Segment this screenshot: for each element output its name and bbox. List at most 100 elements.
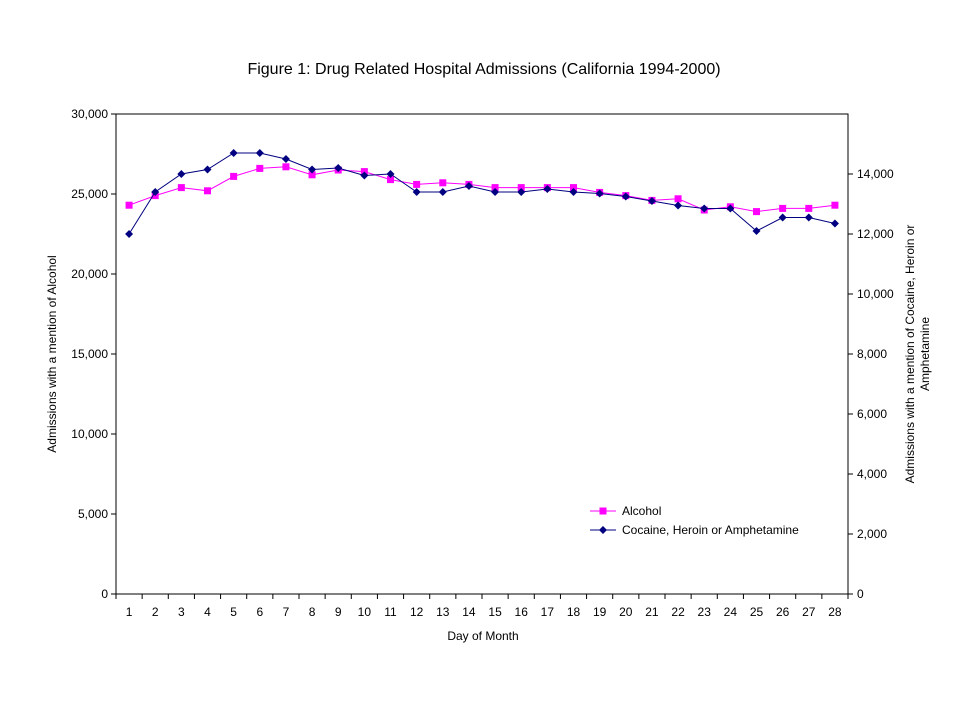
x-tick-label: 8 [309,605,316,619]
y-left-tick-label: 10,000 [71,427,108,441]
series-group [125,149,839,238]
x-tick-label: 15 [488,605,502,619]
y-axis-left-title: Admissions with a mention of Alcohol [45,255,59,452]
x-axis: 1 2 3 4 5 6 7 8 9 10 11 12 13 14 15 16 17 18 19 20 21 22 23 24 2… [115,594,849,619]
y-axis-right-title-line1: Admissions with a mention of Cocaine, He… [903,225,917,484]
data-point-cocaine-heroin-amphetamine [569,188,578,196]
data-point-alcohol [125,201,133,209]
y-left-tick-label: 25,000 [71,187,108,201]
legend-marker-alcohol [599,507,607,515]
data-point-cocaine-heroin-amphetamine [752,227,761,235]
legend-marker-cocaine-heroin-amphetamine [599,526,607,534]
x-tick-label: 21 [645,605,659,619]
x-tick-label: 10 [358,605,372,619]
y-left-tick-label: 5,000 [78,507,108,521]
data-point-cocaine-heroin-amphetamine [778,213,787,222]
data-point-alcohol [387,176,394,184]
y-right-tick-label: 6,000 [857,407,887,421]
data-point-alcohol [282,163,290,171]
data-point-cocaine-heroin-amphetamine [281,155,290,163]
data-point-alcohol [570,184,577,192]
x-tick-label: 28 [828,605,842,619]
data-point-cocaine-heroin-amphetamine [151,188,160,196]
x-axis-title: Day of Month [447,629,518,643]
legend: Alcohol Cocaine, Heroin or Amphetamine [590,504,799,537]
x-tick-label: 19 [593,605,607,619]
x-tick-label: 12 [410,605,424,619]
data-point-alcohol [177,184,185,192]
data-point-cocaine-heroin-amphetamine [255,149,264,157]
x-tick-label: 1 [126,605,133,619]
y-right-tick-label: 2,000 [857,527,887,541]
chart-title: Figure 1: Drug Related Hospital Admissio… [247,61,720,78]
data-point-alcohol [517,184,525,192]
data-point-alcohol [831,201,839,209]
x-tick-label: 4 [204,605,211,619]
right-axis: 0 2,000 4,000 6,000 8,000 10,000 12,000 14,000 [848,167,894,601]
x-tick-label: 18 [567,605,581,619]
data-point-cocaine-heroin-amphetamine [491,188,500,196]
y-right-tick-label: 12,000 [857,227,894,241]
data-point-alcohol [439,179,447,187]
x-tick-label: 5 [230,605,237,619]
data-point-cocaine-heroin-amphetamine [726,204,735,213]
data-point-cocaine-heroin-amphetamine [412,188,421,196]
y-left-tick-label: 0 [101,587,108,601]
data-point-cocaine-heroin-amphetamine [595,189,604,198]
data-point-cocaine-heroin-amphetamine [177,170,186,178]
data-point-alcohol [204,187,211,195]
y-right-tick-label: 14,000 [857,167,894,181]
x-tick-label: 24 [724,605,738,619]
x-tick-label: 17 [541,605,555,619]
y-left-tick-label: 30,000 [71,107,108,121]
y-right-tick-label: 0 [857,587,864,601]
data-point-cocaine-heroin-amphetamine [464,182,473,190]
data-point-alcohol [491,184,499,192]
y-left-tick-label: 20,000 [71,267,108,281]
x-tick-label: 25 [750,605,764,619]
x-tick-label: 9 [335,605,342,619]
data-point-alcohol [805,204,813,212]
data-point-cocaine-heroin-amphetamine [621,192,630,201]
x-tick-label: 22 [671,605,685,619]
x-tick-label: 14 [462,605,476,619]
data-point-alcohol [413,180,421,188]
data-point-cocaine-heroin-amphetamine [334,164,343,172]
y-axis-right-title-line2: Amphetamine [918,317,932,391]
x-tick-label: 27 [802,605,816,619]
x-tick-label: 20 [619,605,633,619]
data-point-cocaine-heroin-amphetamine [229,149,238,157]
data-point-cocaine-heroin-amphetamine [125,230,134,238]
data-point-cocaine-heroin-amphetamine [386,170,395,178]
y-right-tick-label: 8,000 [857,347,887,361]
data-point-cocaine-heroin-amphetamine [804,213,813,222]
x-tick-label: 16 [515,605,529,619]
y-right-tick-label: 4,000 [857,467,887,481]
y-right-tick-label: 10,000 [857,287,894,301]
data-point-alcohol [230,172,238,180]
data-point-alcohol [779,204,787,212]
left-axis: 0 5,000 10,000 15,000 20,000 25,000 30,000 [71,107,116,601]
data-point-alcohol [256,164,264,172]
data-point-cocaine-heroin-amphetamine [543,185,552,193]
x-tick-label: 13 [436,605,450,619]
series-line-cocaine-heroin-amphetamine [128,152,836,235]
x-tick-label: 26 [776,605,790,619]
legend-label-cocaine-heroin-amphetamine: Cocaine, Heroin or Amphetamine [622,523,799,537]
x-tick-label: 23 [698,605,712,619]
data-point-cocaine-heroin-amphetamine [700,204,709,213]
x-tick-label: 11 [384,605,397,619]
data-point-alcohol [308,171,316,179]
data-point-cocaine-heroin-amphetamine [438,188,447,196]
data-point-cocaine-heroin-amphetamine [360,171,369,180]
data-point-cocaine-heroin-amphetamine [674,201,683,210]
data-point-cocaine-heroin-amphetamine [308,165,317,174]
x-tick-label: 6 [256,605,263,619]
x-tick-label: 2 [152,605,159,619]
data-point-alcohol [674,195,682,203]
x-tick-label: 7 [283,605,290,619]
legend-label-alcohol: Alcohol [622,504,661,518]
data-point-alcohol [753,208,760,216]
